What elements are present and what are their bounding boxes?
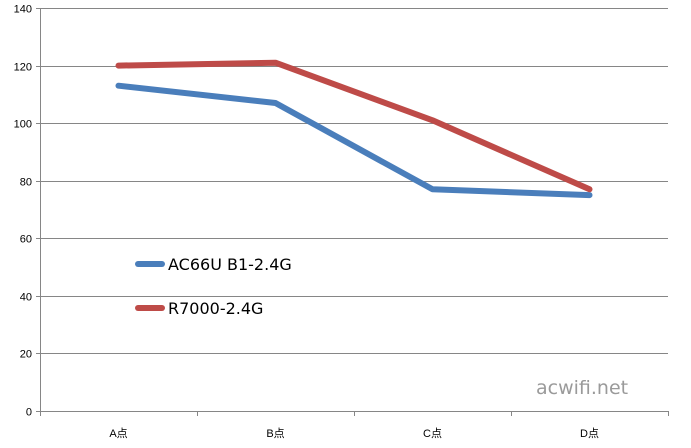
y-tick-label: 20 — [20, 349, 32, 361]
watermark-text: acwifi.net — [536, 377, 628, 399]
y-tick-label: 120 — [14, 62, 32, 74]
x-tick-label: D点 — [580, 427, 599, 440]
y-tick-label: 60 — [20, 234, 32, 246]
y-tick-label: 40 — [20, 292, 32, 304]
y-tick-label: 140 — [14, 4, 32, 16]
y-tick-label: 80 — [20, 177, 32, 189]
y-tick-label: 100 — [14, 119, 32, 131]
axes — [36, 8, 669, 416]
y-tick-labels: 0 20 40 60 80 100 120 140 — [14, 4, 32, 419]
series-lines — [115, 59, 593, 199]
series-line-1 — [115, 59, 593, 193]
x-tick-labels: A点 B点 C点 D点 — [109, 427, 599, 440]
series-line-0 — [115, 82, 593, 199]
legend-label: R7000-2.4G — [168, 299, 263, 318]
legend: AC66U B1-2.4G R7000-2.4G — [135, 255, 292, 318]
legend-label: AC66U B1-2.4G — [168, 255, 292, 274]
x-tick-label: B点 — [266, 427, 284, 440]
x-tick-label: C点 — [423, 427, 442, 440]
y-tick-label: 0 — [26, 407, 32, 419]
x-tick-label: A点 — [109, 427, 127, 440]
